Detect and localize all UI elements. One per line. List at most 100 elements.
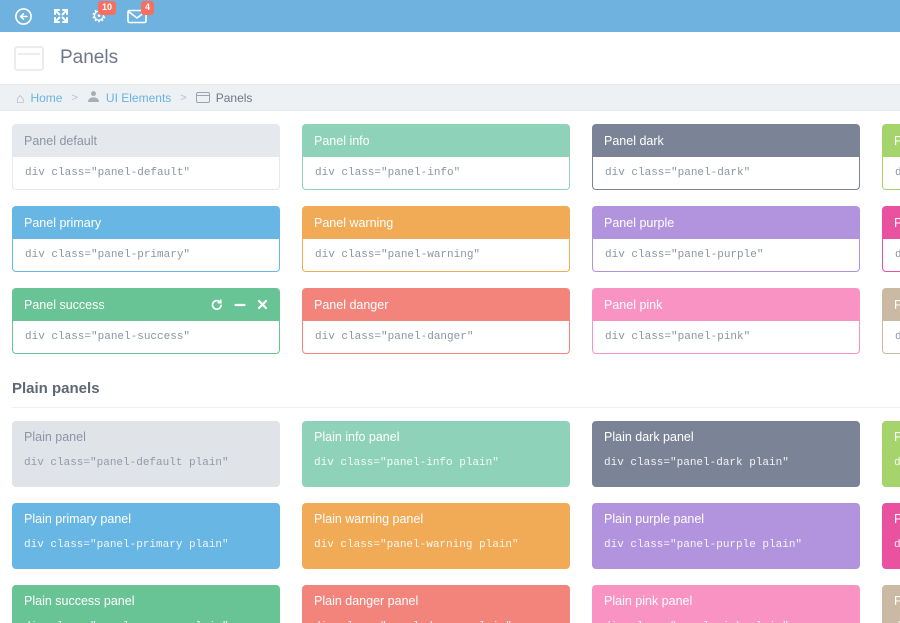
panel-green: Panel green div class=″panel-green″ bbox=[882, 124, 900, 190]
breadcrumb-home-link[interactable]: Home bbox=[30, 90, 63, 105]
panel-body: div class=″panel-default″ bbox=[12, 157, 280, 190]
messages-button[interactable]: 4 bbox=[118, 0, 156, 32]
panel-header: Panel primary bbox=[12, 206, 280, 239]
breadcrumb: ⌂ Home > UI Elements > Panels bbox=[0, 84, 900, 111]
panel-code: div class=″panel-magenta plain″ bbox=[894, 539, 900, 551]
plain-panels-heading: Plain panels bbox=[12, 380, 900, 408]
window-icon bbox=[195, 92, 210, 103]
panel-title: Plain panel bbox=[24, 430, 86, 444]
panel-dark: Panel dark div class=″panel-dark″ bbox=[592, 124, 860, 190]
panel-code: div class=″panel-warning″ bbox=[315, 249, 481, 261]
breadcrumb-ui-elements-link[interactable]: UI Elements bbox=[105, 90, 172, 105]
panel-title: Plain green panel bbox=[894, 430, 900, 444]
panel-body: div class=″panel-success″ bbox=[12, 321, 280, 354]
panel-header: Panel brown bbox=[882, 288, 900, 321]
panel-title: Plain primary panel bbox=[24, 512, 131, 526]
panel-success-plain: Plain success panel div class=″panel-succ… bbox=[12, 585, 280, 623]
panel-title: Panel purple bbox=[604, 215, 675, 230]
circle-arrow-left-icon bbox=[14, 7, 33, 26]
panel-title: Plain success panel bbox=[24, 594, 135, 608]
panel-code: div class=″panel-brown plain″ bbox=[894, 621, 900, 623]
panel-title: Panel brown bbox=[894, 297, 900, 312]
close-icon[interactable] bbox=[257, 299, 268, 310]
breadcrumb-home[interactable]: ⌂ Home bbox=[16, 91, 62, 105]
panel-header: Panel green bbox=[882, 124, 900, 157]
panel-code: div class=″panel-purple″ bbox=[605, 249, 764, 261]
panel-code: div class=″panel-green plain″ bbox=[894, 457, 900, 469]
minimize-icon[interactable] bbox=[234, 299, 246, 311]
panel-body: div class=″panel-purple″ bbox=[592, 239, 860, 272]
home-icon: ⌂ bbox=[16, 89, 25, 106]
collapse-menu-button[interactable] bbox=[4, 0, 42, 32]
panels-page-icon bbox=[14, 45, 44, 71]
panel-body: div class=″panel-warning″ bbox=[302, 239, 570, 272]
panel-danger: Panel danger div class=″panel-danger″ bbox=[302, 288, 570, 354]
panel-body: div class=″panel-primary″ bbox=[12, 239, 280, 272]
panel-title: Panel default bbox=[24, 133, 97, 148]
panel-code: div class=″panel-danger plain″ bbox=[314, 621, 558, 623]
panel-body: div class=″panel-green″ bbox=[882, 157, 900, 190]
refresh-icon[interactable] bbox=[211, 298, 223, 311]
main-content: Panel default div class=″panel-default″ Pa… bbox=[0, 111, 900, 623]
panel-title: Panel warning bbox=[314, 215, 394, 230]
panel-title: Plain info panel bbox=[314, 430, 400, 444]
panel-body: div class=″panel-dark″ bbox=[592, 157, 860, 190]
settings-button[interactable]: ⚙ 10 bbox=[80, 0, 118, 32]
panel-pink-plain: Plain pink panel div class=″panel-pink pl… bbox=[592, 585, 860, 623]
panel-code: div class=″panel-purple plain″ bbox=[604, 539, 803, 551]
messages-badge: 4 bbox=[140, 1, 154, 15]
user-icon bbox=[87, 90, 100, 106]
panel-header: Panel magenta bbox=[882, 206, 900, 239]
panel-code: div class=″panel-dark″ bbox=[605, 167, 751, 179]
panel-header: Panel danger bbox=[302, 288, 570, 321]
panel-header: Panel dark bbox=[592, 124, 860, 157]
panel-header: Panel info bbox=[302, 124, 570, 157]
panel-header: Panel success bbox=[12, 288, 280, 321]
panel-title: Plain pink panel bbox=[604, 594, 693, 608]
panel-code: div class=″panel-danger″ bbox=[315, 331, 474, 343]
panel-header: Panel pink bbox=[592, 288, 860, 321]
plain-panels-grid: Plain panel div class=″panel-default plai… bbox=[12, 421, 900, 623]
panel-code: div class=″panel-info plain″ bbox=[314, 457, 499, 469]
panel-brown: Panel brown div class=″panel-brown″ bbox=[882, 288, 900, 354]
panel-header: Panel default bbox=[12, 124, 280, 157]
panel-title: Plain magenta panel bbox=[894, 512, 900, 526]
panel-default: Panel default div class=″panel-default″ bbox=[12, 124, 280, 190]
panel-warning-plain: Plain warning panel div class=″panel-warn… bbox=[302, 503, 570, 569]
panel-primary: Panel primary div class=″panel-primary″ bbox=[12, 206, 280, 272]
panel-title: Plain dark panel bbox=[604, 430, 694, 444]
breadcrumb-separator: > bbox=[180, 91, 187, 104]
breadcrumb-current-label: Panels bbox=[215, 90, 253, 105]
page-header: Panels bbox=[0, 32, 900, 84]
top-navbar: ⚙ 10 4 bbox=[0, 0, 900, 32]
panel-code: div class=″panel-pink plain″ bbox=[604, 621, 848, 623]
panel-code: div class=″panel-pink″ bbox=[605, 331, 751, 343]
panel-code: div class=″panel-primary plain″ bbox=[24, 539, 229, 551]
panel-title: Panel primary bbox=[24, 215, 102, 230]
panel-title: Panel danger bbox=[314, 297, 389, 312]
page-title: Panels bbox=[60, 47, 119, 68]
fullscreen-button[interactable] bbox=[42, 0, 80, 32]
panel-title: Panel pink bbox=[604, 297, 663, 312]
panel-code: div class=″panel-success plain″ bbox=[24, 621, 268, 623]
panel-body: div class=″panel-brown″ bbox=[882, 321, 900, 354]
panel-header: Panel warning bbox=[302, 206, 570, 239]
panel-code: div class=″panel-default″ bbox=[25, 167, 191, 179]
breadcrumb-ui-elements[interactable]: UI Elements bbox=[87, 90, 171, 106]
panel-brown-plain: Plain brown panel div class=″panel-brown … bbox=[882, 585, 900, 623]
panel-code: div class=″panel-primary″ bbox=[25, 249, 191, 261]
panel-dark-plain: Plain dark panel div class=″panel-dark pl… bbox=[592, 421, 860, 487]
panel-purple-plain: Plain purple panel div class=″panel-purpl… bbox=[592, 503, 860, 569]
panel-body: div class=″panel-pink″ bbox=[592, 321, 860, 354]
panel-magenta-plain: Plain magenta panel div class=″panel-mage… bbox=[882, 503, 900, 569]
panel-title: Panel info bbox=[314, 133, 370, 148]
panel-title: Plain danger panel bbox=[314, 594, 419, 608]
breadcrumb-separator: > bbox=[71, 91, 78, 104]
panel-title: Panel green bbox=[894, 133, 900, 148]
panel-body: div class=″panel-danger″ bbox=[302, 321, 570, 354]
panel-info-plain: Plain info panel div class=″panel-info pl… bbox=[302, 421, 570, 487]
panel-body: div class=″panel-magenta″ bbox=[882, 239, 900, 272]
panel-code: div class=″panel-warning plain″ bbox=[314, 539, 519, 551]
panel-code: div class=″panel-dark plain″ bbox=[604, 457, 789, 469]
panel-green-plain: Plain green panel div class=″panel-green … bbox=[882, 421, 900, 487]
